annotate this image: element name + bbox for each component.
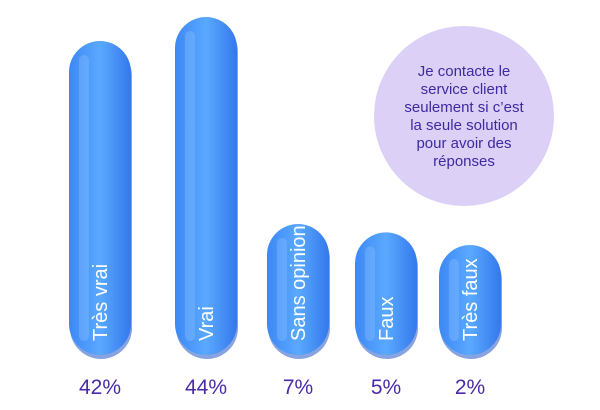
bar-4 <box>439 245 501 355</box>
value-label-2: 7% <box>283 376 313 399</box>
value-label-1: 44% <box>185 376 227 399</box>
bar-2 <box>267 224 329 355</box>
annotation-line-5: réponses <box>433 153 495 170</box>
bar-0 <box>69 41 131 355</box>
bar-label-3: Faux <box>376 297 398 341</box>
annotation-bubble-circle <box>374 26 554 206</box>
value-labels: 42% 44% 7% 5% 2% <box>79 376 485 399</box>
annotation-line-2: seulement si c’est <box>404 99 524 116</box>
value-label-0: 42% <box>79 376 121 399</box>
bar-highlight-3 <box>365 246 375 341</box>
bars <box>69 17 502 359</box>
annotation-text: Je contacte le service client seulement si… <box>404 63 524 170</box>
annotation-line-0: Je contacte le <box>418 63 511 80</box>
annotation-line-4: pour avoir des <box>416 135 511 152</box>
annotation-bubble: Je contacte le service client seulement si… <box>374 26 554 206</box>
bar-highlight-0 <box>79 55 89 341</box>
bar-label-1: Vrai <box>196 306 218 341</box>
bar-label-0: Très vrai <box>90 264 112 341</box>
bar-highlight-1 <box>185 31 195 341</box>
value-label-3: 5% <box>371 376 401 399</box>
bar-labels: Très vrai Vrai Sans opinion Faux Très faux <box>90 225 482 341</box>
bar-label-4: Très faux <box>460 258 482 341</box>
value-label-4: 2% <box>455 376 485 399</box>
annotation-line-3: la seule solution <box>410 117 518 134</box>
annotation-line-1: service client <box>421 81 509 98</box>
bar-highlight-2 <box>277 238 287 341</box>
bar-label-2: Sans opinion <box>288 225 310 341</box>
bar-1 <box>175 17 237 355</box>
bar-highlight-4 <box>449 259 459 341</box>
bar-3 <box>355 232 417 355</box>
